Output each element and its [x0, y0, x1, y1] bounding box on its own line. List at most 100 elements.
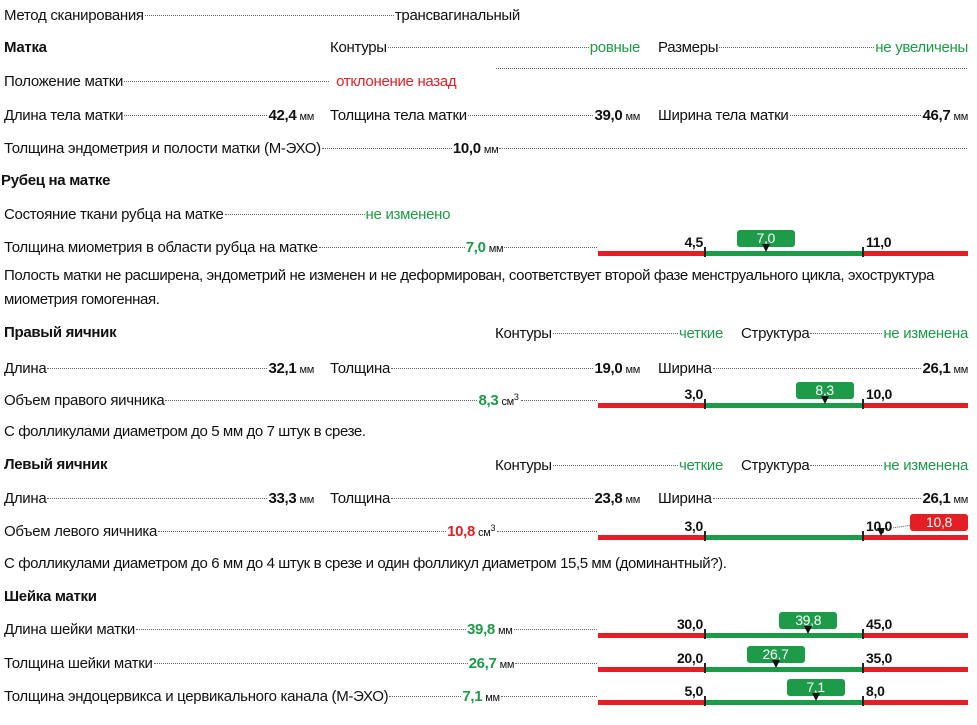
leader-dots	[224, 214, 365, 215]
leader-dots	[321, 148, 452, 149]
field-value: не изменена	[883, 457, 968, 474]
field-label: Длина	[4, 360, 47, 377]
scale-min-tick	[704, 629, 706, 639]
scale-high-segment	[863, 535, 968, 540]
field-unit: мм	[625, 111, 640, 123]
scale-min-label: 20,0	[676, 650, 703, 666]
scale-high-segment	[863, 633, 968, 638]
field-label: Структура	[741, 457, 810, 474]
field-label: Объем правого яичника	[4, 392, 165, 409]
field-value: 7,0	[465, 239, 486, 256]
left-ovary-volume: Объем левого яичника 10,8 см 3	[4, 522, 598, 542]
field-label: Толщина шейки матки	[4, 655, 153, 672]
field-unit: мм	[299, 111, 314, 123]
field-value: 8,3	[478, 392, 499, 409]
leader-dots	[552, 333, 678, 334]
uterus-thickness: Толщина тела матки 39,0 мм	[330, 106, 640, 126]
scale-value-badge: 7,1	[786, 679, 845, 696]
field-unit: мм	[625, 364, 640, 376]
scale-value-marker-icon	[820, 396, 829, 404]
cervix-endocervix: Толщина эндоцервикса и цервикального кан…	[4, 687, 598, 707]
field-value: не увеличены	[875, 39, 968, 56]
leader-dots	[318, 247, 465, 248]
leader-dots	[499, 148, 967, 149]
scale-value-badge: 10,8	[910, 514, 968, 531]
scale-scar-myometrium: 4,5 11,0 7,0	[598, 226, 968, 257]
right-ovary-volume: Объем правого яичника 8,3 см 3	[4, 391, 598, 411]
field-unit: мм	[953, 364, 968, 376]
scale-normal-segment	[705, 251, 863, 256]
field-label: Ширина тела матки	[658, 107, 789, 124]
leader-dots	[719, 47, 875, 48]
field-value: 42,4	[268, 107, 297, 124]
scale-min-tick	[704, 663, 706, 673]
uterus-size: Размеры не увеличены	[658, 38, 968, 58]
left-ovary-thickness: Толщина 23,8 мм	[330, 489, 640, 509]
scale-low-segment	[598, 633, 705, 638]
scale-min-label: 3,0	[684, 518, 703, 534]
field-value: ровные	[589, 39, 641, 56]
field-unit: мм	[299, 364, 314, 376]
field-unit: см	[478, 527, 491, 539]
scale-max-label: 11,0	[866, 234, 892, 250]
leader-dots	[47, 498, 268, 499]
scale-max-tick	[862, 629, 864, 639]
field-value: 10,8	[447, 523, 476, 540]
leader-dots	[158, 531, 447, 532]
scale-max-label: 10,0	[866, 386, 893, 402]
field-unit: мм	[497, 625, 513, 637]
unit-exponent: 3	[513, 392, 519, 402]
scar-myometrium: Толщина миометрия в области рубца на мат…	[4, 238, 598, 258]
field-label: Ширина	[658, 360, 712, 377]
leader-dots	[504, 247, 597, 248]
scale-min-tick	[704, 399, 706, 409]
leader-dots	[520, 400, 597, 401]
right-ovary-note: С фолликулами диаметром до 5 мм до 7 шту…	[4, 423, 366, 440]
right-ovary-contours: Контуры четкие	[495, 324, 723, 344]
scale-value-marker-icon	[761, 244, 770, 252]
field-label: Ширина	[658, 490, 712, 507]
leader-dots	[135, 629, 466, 630]
left-ovary-contours: Контуры четкие	[495, 456, 723, 476]
scale-value-marker-icon	[877, 528, 886, 536]
scale-low-segment	[598, 403, 705, 408]
leader-dots	[496, 68, 967, 69]
field-label: Состояние ткани рубца на матке	[4, 206, 224, 223]
field-label: Объем левого яичника	[4, 523, 158, 540]
leader-dots	[165, 400, 478, 401]
scale-max-label: 8,0	[866, 683, 885, 699]
leader-dots	[391, 368, 594, 369]
leader-dots	[712, 368, 922, 369]
section-title-left-ovary: Левый яичник	[4, 456, 108, 473]
scale-normal-segment	[705, 535, 863, 540]
scale-value-badge: 7,0	[736, 230, 795, 247]
leader-dots	[144, 15, 394, 16]
leader-dots	[513, 629, 597, 630]
leader-dots	[124, 81, 330, 82]
scale-max-tick	[862, 247, 864, 257]
field-value: 33,3	[268, 490, 297, 507]
scale-max-tick	[862, 696, 864, 706]
left-ovary-length: Длина 33,3 мм	[4, 489, 314, 509]
unit-exponent: 3	[490, 523, 496, 533]
field-value: четкие	[678, 325, 723, 342]
scale-cervix-thickness: 20,0 35,0 26,7	[598, 642, 968, 673]
field-value: 26,7	[468, 655, 497, 672]
field-label: Толщина миометрия в области рубца на мат…	[4, 239, 318, 256]
left-ovary-width: Ширина 26,1 мм	[658, 489, 968, 509]
scale-low-segment	[598, 667, 705, 672]
scale-cervix-length: 30,0 45,0 39,8	[598, 608, 968, 639]
uterus-contours: Контуры ровные	[330, 38, 640, 58]
field-value: 10,0	[452, 140, 481, 157]
uterus-length: Длина тела матки 42,4 мм	[4, 106, 314, 126]
leader-dots	[810, 333, 883, 334]
leader-dots	[712, 498, 922, 499]
scale-min-tick	[704, 696, 706, 706]
field-label: Положение матки	[4, 73, 124, 90]
scar-tissue: Состояние ткани рубца на матке не изменен…	[4, 205, 478, 225]
scan-method-row: Метод сканирования трансвагинальный	[4, 6, 520, 26]
scale-min-label: 5,0	[684, 683, 703, 699]
right-ovary-thickness: Толщина 19,0 мм	[330, 359, 640, 379]
scale-value-badge: 26,7	[746, 646, 805, 663]
scale-value-marker-icon	[804, 626, 813, 634]
